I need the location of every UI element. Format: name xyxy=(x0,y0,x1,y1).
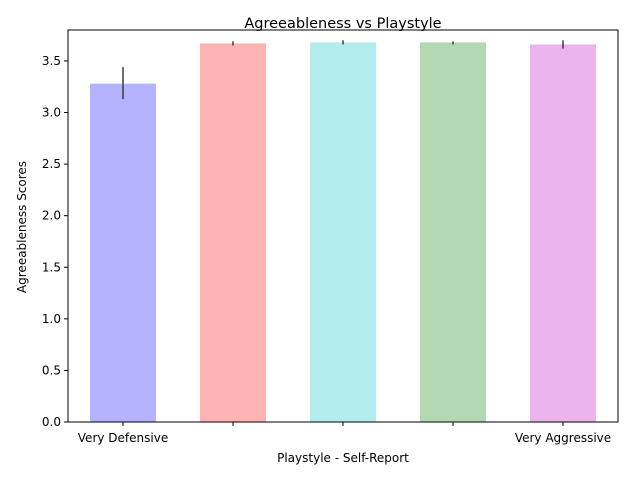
bar-2 xyxy=(200,43,266,423)
y-tick-label-2: 1.0 xyxy=(42,312,61,326)
bar-3 xyxy=(310,42,376,423)
y-tick-label-5: 2.5 xyxy=(42,157,61,171)
bar-5 xyxy=(530,44,596,422)
y-axis: 0.0 0.5 1.0 1.5 2.0 2.5 3.0 3.5 xyxy=(42,54,68,429)
x-axis-label: Playstyle - Self-Report xyxy=(277,451,409,465)
y-tick-label-7: 3.5 xyxy=(42,54,61,68)
x-axis: Very Defensive Very Aggressive xyxy=(78,422,611,445)
chart-title: Agreeableness vs Playstyle xyxy=(244,16,441,32)
y-tick-label-0: 0.0 xyxy=(42,415,61,429)
y-tick-label-4: 2.0 xyxy=(42,209,61,223)
error-bars-group xyxy=(122,40,564,100)
bars-group xyxy=(90,42,596,423)
x-tick-label-4: Very Aggressive xyxy=(515,431,611,445)
y-axis-label: Agreeableness Scores xyxy=(15,161,29,293)
x-tick-label-0: Very Defensive xyxy=(78,431,168,445)
bar-4 xyxy=(420,42,486,423)
y-tick-label-1: 0.5 xyxy=(42,363,61,377)
plot-frame xyxy=(67,29,619,423)
y-tick-label-3: 1.5 xyxy=(42,260,61,274)
y-tick-label-6: 3.0 xyxy=(42,106,61,120)
bar-1 xyxy=(90,83,156,423)
